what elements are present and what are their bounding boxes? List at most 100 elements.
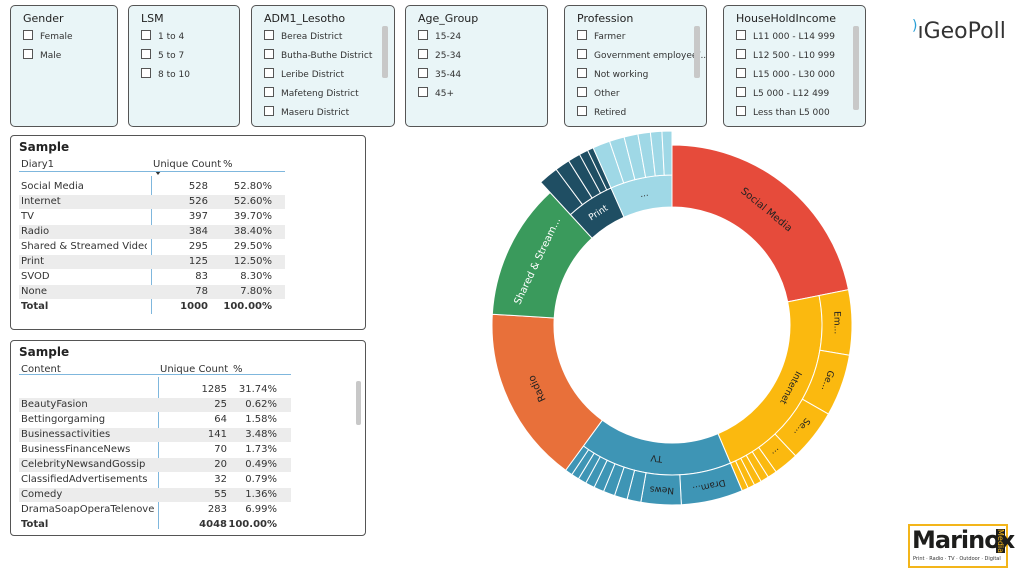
slicer-option[interactable]: L15 000 - L30 000 (736, 68, 835, 80)
slicer-option[interactable]: Butha-Buthe District (264, 49, 372, 61)
logo-icon: ) (912, 18, 918, 34)
slicer-option[interactable]: 45+ (418, 87, 454, 99)
slicer-option[interactable]: 15-24 (418, 30, 461, 42)
slicer-option[interactable]: Male (23, 49, 61, 61)
checkbox[interactable] (736, 68, 746, 78)
row-label: TV (21, 211, 34, 222)
row-percent: 100.00% (228, 519, 277, 530)
row-count: 526 (188, 196, 208, 207)
slicer-option[interactable]: 35-44 (418, 68, 461, 80)
option-label: 25-34 (435, 51, 462, 61)
option-label: 45+ (435, 89, 454, 99)
logo-text: GeoPoll (923, 19, 1006, 44)
checkbox[interactable] (577, 49, 587, 59)
checkbox[interactable] (141, 68, 151, 78)
row-percent: 3.48% (245, 429, 277, 440)
checkbox[interactable] (418, 68, 428, 78)
checkbox[interactable] (418, 49, 428, 59)
row-percent: 52.60% (233, 196, 272, 207)
option-label: Berea District (281, 32, 343, 42)
row-percent: 0.49% (245, 459, 277, 470)
slicer: LSM 1 to 4 5 to 7 8 to 10 (128, 5, 240, 127)
row-count: 4048 (199, 519, 227, 530)
checkbox[interactable] (577, 30, 587, 40)
row-percent: 12.50% (233, 256, 272, 267)
geopoll-logo: )ıGeoPoll (912, 18, 1006, 44)
slicer: Age_Group 15-24 25-34 35-44 45+ (405, 5, 548, 127)
checkbox[interactable] (418, 30, 428, 40)
sort-arrow (155, 171, 161, 175)
row-stripe (19, 398, 291, 412)
slicer-option[interactable]: L11 000 - L14 999 (736, 30, 835, 42)
row-count: 1000 (180, 301, 208, 312)
checkbox[interactable] (736, 49, 746, 59)
slicer-option[interactable]: Mafeteng District (264, 87, 359, 99)
row-label: BeautyFasion (21, 399, 88, 410)
checkbox[interactable] (736, 106, 746, 116)
scroll-track[interactable] (356, 371, 361, 519)
checkbox[interactable] (577, 106, 587, 116)
checkbox[interactable] (418, 87, 428, 97)
slicer-title: HouseHoldIncome (736, 12, 836, 25)
row-stripe (19, 458, 291, 472)
slicer-option[interactable]: Other (577, 87, 620, 99)
checkbox[interactable] (264, 30, 274, 40)
checkbox[interactable] (736, 30, 746, 40)
slicer-title: Gender (23, 12, 64, 25)
outer-segment (661, 130, 673, 176)
slicer-option[interactable]: L12 500 - L10 999 (736, 49, 835, 61)
row-count: 384 (188, 226, 208, 237)
slicer-option[interactable]: Government employee/... (577, 49, 706, 61)
checkbox[interactable] (577, 68, 587, 78)
scrollbar[interactable] (694, 26, 700, 78)
checkbox[interactable] (736, 87, 746, 97)
brand-tagline: Print · Radio · TV · Outdoor · Digital (913, 556, 1001, 562)
slicer-option[interactable]: Leribe District (264, 68, 344, 80)
checkbox[interactable] (264, 106, 274, 116)
checkbox[interactable] (264, 87, 274, 97)
slicer-option[interactable]: Not working (577, 68, 648, 80)
inner-segment (671, 144, 850, 303)
row-label: Radio (21, 226, 50, 237)
slicer-option[interactable]: Less than L5 000 (736, 106, 830, 118)
slicer-option[interactable]: 1 to 4 (141, 30, 184, 42)
slicer-option[interactable]: Maseru District (264, 106, 349, 118)
column-header[interactable]: Unique Count (160, 364, 229, 375)
row-label: SVOD (21, 271, 50, 282)
row-label: Shared & Streamed Videos (21, 241, 147, 252)
slicer-option[interactable]: 8 to 10 (141, 68, 190, 80)
row-count: 141 (207, 429, 227, 440)
row-count: 125 (188, 256, 208, 267)
checkbox[interactable] (264, 68, 274, 78)
checkbox[interactable] (264, 49, 274, 59)
column-header: Diary1 (21, 159, 54, 170)
slicer-option[interactable]: Berea District (264, 30, 342, 42)
checkbox[interactable] (141, 30, 151, 40)
checkbox[interactable] (23, 49, 33, 59)
option-label: Butha-Buthe District (281, 51, 373, 61)
checkbox[interactable] (577, 87, 587, 97)
marinox-logo: Marinox Media Print · Radio · TV · Outdo… (908, 524, 1015, 568)
slicer-option[interactable]: Female (23, 30, 73, 42)
checkbox[interactable] (141, 49, 151, 59)
scrollbar[interactable] (382, 26, 388, 78)
scrollbar[interactable] (356, 381, 361, 425)
checkbox[interactable] (23, 30, 33, 40)
row-percent: 29.50% (233, 241, 272, 252)
slicer-title: ADM1_Lesotho (264, 12, 346, 25)
option-label: Farmer (594, 32, 626, 42)
option-label: Leribe District (281, 70, 345, 80)
option-label: Other (594, 89, 620, 99)
column-header[interactable]: Unique Count (153, 159, 222, 170)
slicer: Profession Farmer Government employee/... N… (564, 5, 707, 127)
row-stripe (19, 285, 285, 299)
slicer-option[interactable]: Retired (577, 106, 626, 118)
slicer-option[interactable]: Farmer (577, 30, 625, 42)
row-percent: 0.79% (245, 474, 277, 485)
scrollbar[interactable] (853, 26, 859, 110)
slicer-option[interactable]: 5 to 7 (141, 49, 184, 61)
slicer-option[interactable]: 25-34 (418, 49, 461, 61)
slicer-option[interactable]: L5 000 - L12 499 (736, 87, 829, 99)
option-label: Retired (594, 108, 627, 118)
